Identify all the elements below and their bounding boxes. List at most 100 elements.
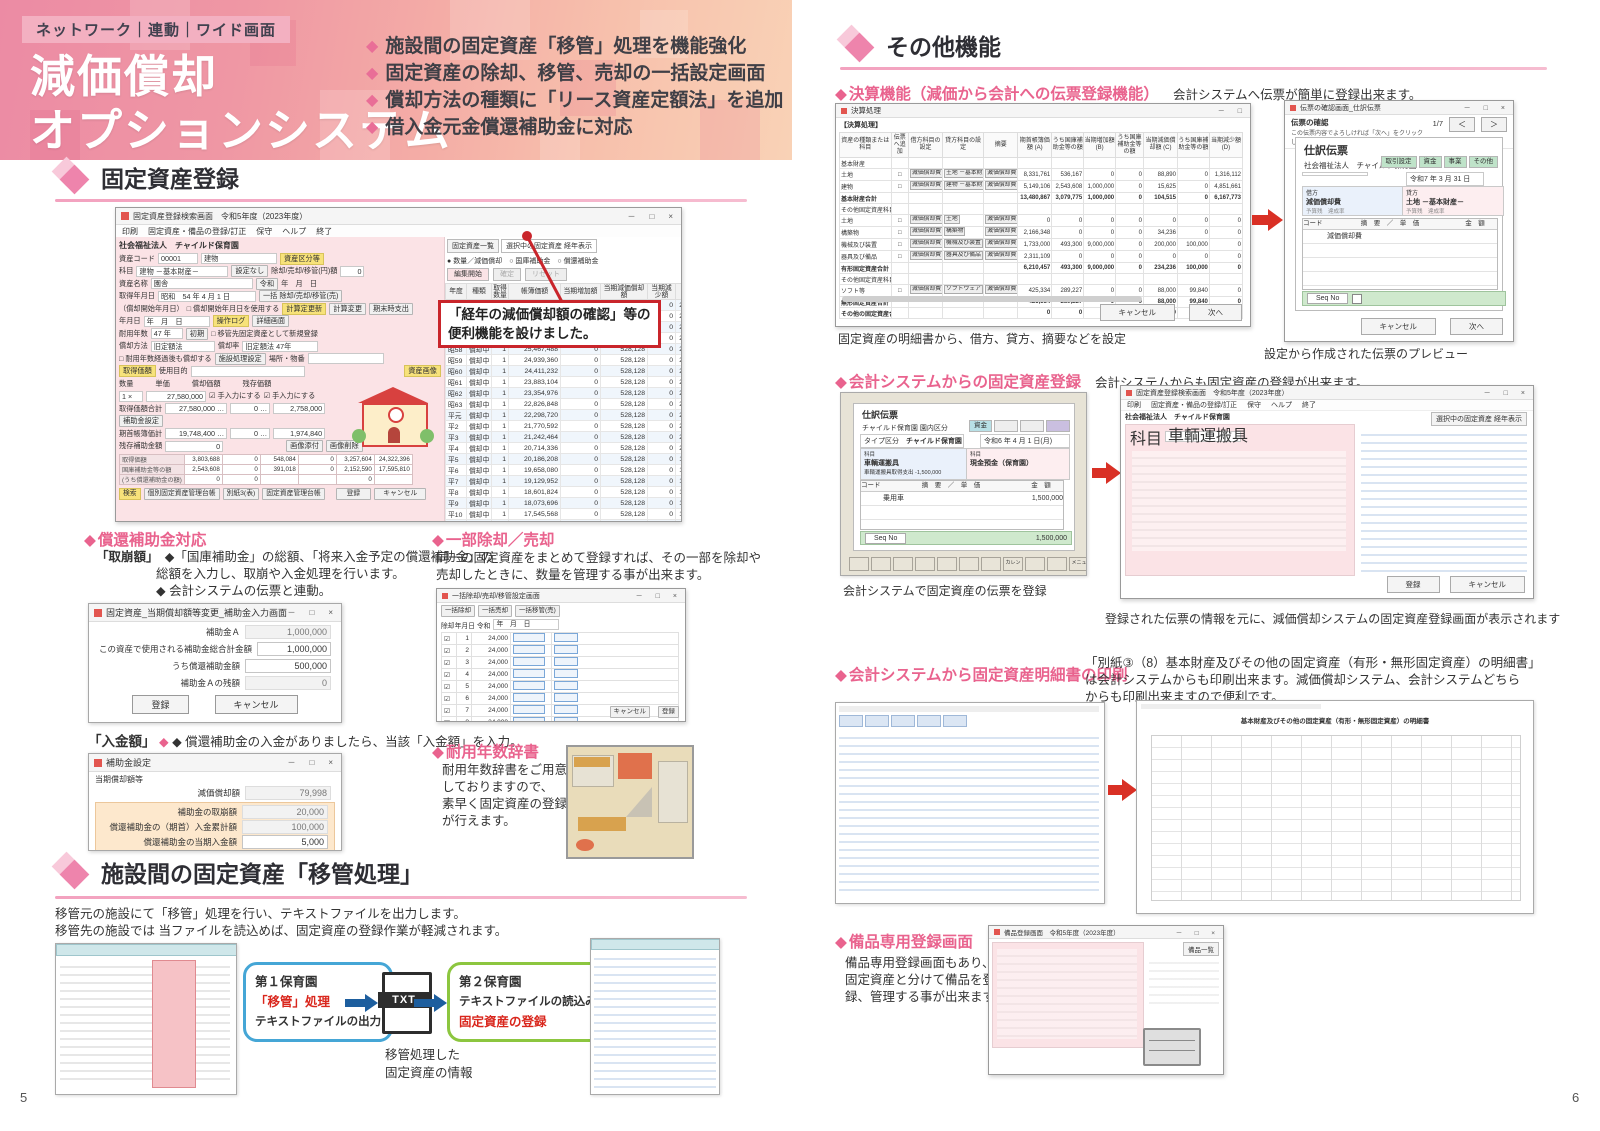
grid-row[interactable]: 平4 償却中 1 20,714,336 0 528,128 0 2 (445, 442, 681, 454)
menu-item[interactable]: 印刷 (1127, 402, 1141, 409)
grid-row[interactable]: 昭59 償却中 1 24,939,360 0 528,128 0 2 (445, 354, 681, 366)
credit-account-button[interactable]: 構築物 (944, 227, 966, 236)
continue-depr-checkbox[interactable]: □ 耐用年数経過後も償却する (119, 353, 212, 363)
function-key[interactable] (893, 557, 913, 571)
reset-button[interactable]: リセット (525, 268, 567, 281)
attachment3-button[interactable]: 別紙3(表) (222, 487, 260, 500)
debit-account-button[interactable]: 減価償却費 (910, 215, 942, 224)
grid-row[interactable]: 平6 償却中 1 19,658,080 0 528,128 0 1 (445, 464, 681, 476)
menu-item[interactable]: 終了 (1301, 402, 1316, 409)
credit-account-button[interactable]: 機械及び装置 (944, 239, 983, 248)
recalc-button[interactable]: 計算定更新 (282, 302, 327, 315)
image-attach-button[interactable]: 画像添付 (286, 440, 323, 452)
row-checkbox[interactable]: ☑ (441, 680, 457, 693)
add-to-slip-checkbox[interactable] (890, 157, 910, 169)
subject-field[interactable]: 車輌運搬具 (1165, 429, 1248, 445)
menu-item[interactable]: 固定資産・備品の登録/訂正 (148, 227, 247, 236)
toolbar-button[interactable] (865, 715, 889, 727)
row-checkbox[interactable]: ☑ (441, 644, 457, 657)
menu-item[interactable]: ヘルプ (1270, 402, 1292, 409)
credit-account-button[interactable]: 器具及び備品 (944, 251, 983, 260)
initial-button[interactable]: 初期 (185, 327, 209, 340)
grid-row[interactable]: 平8 償却中 1 18,601,824 0 528,128 0 1 (445, 486, 681, 498)
seq-field[interactable]: Seq No (1307, 293, 1349, 304)
cancel-button[interactable]: キャンセル (1449, 576, 1525, 593)
dialog-amount-field[interactable]: 500,000 (245, 659, 331, 673)
row-checkbox[interactable]: ☑ (441, 632, 457, 645)
add-to-slip-checkbox[interactable]: □ (890, 226, 910, 239)
grid-row[interactable]: 昭61 償却中 1 23,883,104 0 528,128 0 2 (445, 376, 681, 388)
menu-item[interactable]: 固定資産・備品の登録/訂正 (1151, 402, 1237, 409)
cancel-button[interactable]: キャンセル (214, 695, 298, 714)
function-key[interactable] (915, 557, 935, 571)
cancel-button[interactable]: キャンセル (1360, 318, 1436, 335)
subject-field[interactable]: 建物 －基本財産－ (136, 265, 229, 277)
confirm-button[interactable]: 確定 (493, 268, 521, 281)
slip-tab[interactable]: 資金 (1418, 156, 1442, 168)
asset-name-field[interactable]: 園舎 (150, 278, 253, 289)
slip-tab[interactable]: その他 (1468, 156, 1498, 168)
credit-account-button[interactable]: ソフトウェア (944, 285, 983, 294)
dialog-amount-field[interactable]: 1,000,000 (245, 625, 331, 639)
class-field[interactable] (1302, 172, 1368, 176)
register-button[interactable]: 登録 (658, 706, 679, 718)
search-button[interactable]: 検索 (119, 487, 141, 500)
credit-account-button[interactable]: 土地 －基本財産－ (944, 169, 983, 178)
grid-row[interactable]: 平7 償却中 1 19,129,952 0 528,128 0 1 (445, 475, 681, 487)
disposal-date-field[interactable]: 年 月 日 (493, 619, 560, 630)
add-to-slip-checkbox[interactable]: □ (890, 284, 910, 297)
tab-asset-list[interactable]: 固定資産一覧 (447, 239, 499, 253)
batch-disposal-button[interactable]: 一括 除却/売却/移管(売) (258, 290, 343, 302)
ymd-field[interactable]: 年 月 日 (143, 315, 210, 327)
debit-account-button[interactable]: 減価償却費 (910, 181, 942, 190)
horizontal-scrollbar[interactable] (842, 296, 1142, 302)
grid-row[interactable]: 平9 償却中 1 18,073,696 0 528,128 0 1 (445, 497, 681, 509)
summary-button[interactable]: 減価償却費 (985, 215, 1017, 224)
next-button[interactable]: 次へ (1189, 304, 1242, 321)
summary-button[interactable]: 減価償却費 (985, 169, 1017, 178)
row-checkbox[interactable]: ☑ (441, 668, 457, 681)
subsidy-setting-button[interactable]: 補助金設定 (119, 415, 163, 427)
window-controls[interactable]: － □ × (1483, 389, 1528, 397)
setting-dropdown[interactable]: 設定なし (231, 265, 269, 277)
function-key[interactable]: メニュー (1069, 557, 1086, 571)
dialog-amount-field[interactable]: 20,000 (242, 805, 328, 819)
cancel-button[interactable]: キャンセル (374, 487, 427, 500)
grid-row[interactable]: 平2 償却中 1 21,770,592 0 528,128 0 2 (445, 420, 681, 432)
row-checkbox[interactable]: ☑ (441, 692, 457, 705)
depr-start-checkbox[interactable]: □ 償却開始年月日を使用する (186, 303, 280, 313)
unit-price-field[interactable]: 27,580,000 (146, 390, 206, 402)
journal-to-subsidy-button[interactable]: 当年度の会計仕訳から補助金を登録 (224, 850, 328, 851)
dialog-amount-field[interactable]: 0 (245, 676, 331, 690)
function-key[interactable] (981, 557, 1001, 571)
function-key[interactable]: カレンダ (1003, 557, 1023, 571)
useful-life-field[interactable]: 47 年 (150, 328, 183, 339)
location-field[interactable] (307, 353, 384, 364)
dialog-amount-field[interactable]: 5,000 (242, 835, 328, 849)
remaining-subsidy-field[interactable]: 0 (165, 440, 224, 452)
disposal-row[interactable]: ☑ 3 24,000 (441, 656, 680, 669)
window-controls[interactable]: － □ × (635, 592, 680, 600)
summary-button[interactable]: 減価償却費 (985, 251, 1017, 260)
acquired-date-field[interactable]: 昭和 54 年 4 月 1 日 (157, 290, 256, 302)
row-checkbox[interactable]: ☑ (441, 656, 457, 669)
next-page-button[interactable]: ＞ (1481, 117, 1507, 132)
add-to-slip-checkbox[interactable]: □ (890, 250, 910, 263)
batch-tab-button[interactable]: 一括除却 (441, 605, 475, 617)
disposal-row[interactable]: ☑ 2 24,000 (441, 644, 680, 657)
slip-tab[interactable] (1046, 420, 1070, 432)
window-controls[interactable]: － □ × (1175, 930, 1218, 937)
debit-account-button[interactable]: 減価償却費 (910, 169, 942, 178)
summary-button[interactable]: 減価償却費 (985, 227, 1017, 236)
function-key[interactable] (959, 557, 979, 571)
asset-type-field[interactable]: 建物 (200, 253, 277, 264)
add-to-slip-checkbox[interactable]: □ (890, 168, 910, 181)
equipment-list-tab[interactable]: 備品一覧 (1183, 942, 1219, 956)
radio-option[interactable]: ○ 国庫補助金 (509, 258, 551, 265)
depr-method-field[interactable]: 旧定額法 (150, 340, 215, 352)
credit-account-button[interactable]: 建物 －基本財産－ (944, 181, 983, 190)
disposal-row[interactable]: ☑ 4 24,000 (441, 668, 680, 681)
checkbox-icon[interactable] (1352, 293, 1363, 304)
debit-account-button[interactable]: 減価償却費 (910, 227, 942, 236)
disposal-row[interactable]: ☑ 6 24,000 (441, 692, 680, 705)
